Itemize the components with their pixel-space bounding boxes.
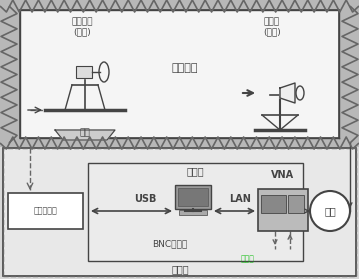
Bar	[3, 148, 356, 276]
Ellipse shape	[296, 86, 304, 100]
Text: 转台: 转台	[80, 129, 90, 138]
Bar	[261, 195, 286, 213]
Text: BNC同轴线: BNC同轴线	[152, 239, 188, 249]
Bar	[258, 189, 308, 231]
Bar	[178, 188, 208, 206]
Text: 控制室: 控制室	[171, 264, 189, 274]
Polygon shape	[280, 83, 295, 103]
Text: LAN: LAN	[229, 194, 251, 204]
Text: 功放: 功放	[324, 206, 336, 216]
Bar	[175, 185, 211, 209]
Text: VNA: VNA	[271, 170, 295, 180]
Text: 接线图: 接线图	[241, 254, 255, 263]
Bar	[88, 163, 303, 261]
Text: 微波暗室: 微波暗室	[172, 63, 198, 73]
Bar	[8, 193, 83, 229]
Bar	[3, 148, 356, 276]
Bar	[179, 210, 207, 215]
Text: 源天线: 源天线	[264, 18, 280, 27]
Text: (发射): (发射)	[263, 28, 281, 37]
Bar	[20, 10, 339, 138]
Circle shape	[310, 191, 350, 231]
Text: USB: USB	[134, 194, 156, 204]
Ellipse shape	[99, 62, 109, 82]
Bar	[76, 66, 92, 78]
Text: 计算机: 计算机	[186, 166, 204, 176]
Text: 待测天线: 待测天线	[71, 18, 93, 27]
Polygon shape	[55, 130, 115, 140]
Text: 转台控制筱: 转台控制筱	[33, 206, 57, 215]
Text: (接收): (接收)	[73, 28, 91, 37]
Bar	[0, 147, 359, 279]
Bar	[288, 195, 304, 213]
Bar	[0, 0, 359, 148]
